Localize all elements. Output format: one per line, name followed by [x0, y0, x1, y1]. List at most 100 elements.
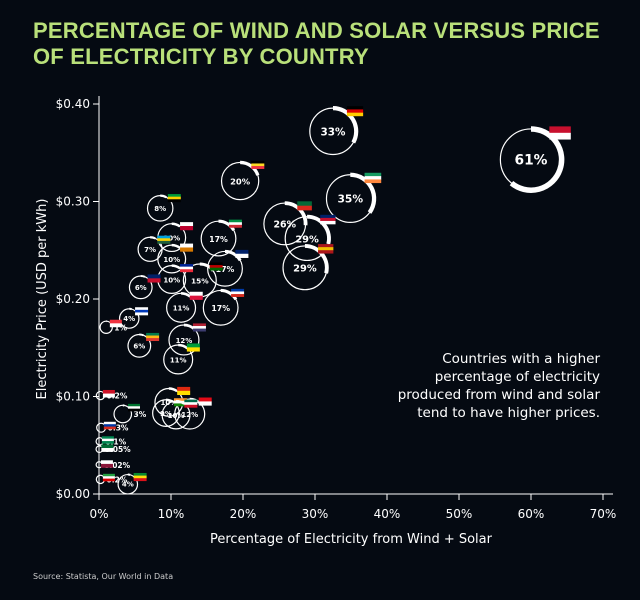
x-tick-label: 70% — [590, 507, 617, 521]
bubble-arc — [509, 126, 565, 193]
bubble-arc — [180, 292, 192, 298]
bubble-uae: 3% — [113, 403, 147, 424]
nigeria-flag-icon — [101, 436, 114, 444]
x-axis-label: Percentage of Electricity from Wind + So… — [210, 532, 493, 547]
new-zealand-flag-icon — [147, 274, 161, 283]
flag-stripe — [251, 163, 265, 167]
jamaica-flag-icon — [167, 194, 181, 203]
bubble-arc — [350, 172, 377, 214]
chart-title: PERCENTAGE OF WIND AND SOLAR VERSUS PRIC… — [33, 18, 600, 69]
flag-stripe — [102, 389, 115, 394]
flag-stripe — [184, 404, 198, 408]
flag-stripe — [209, 265, 223, 268]
bubble-arc — [218, 219, 236, 232]
flag-stripe — [102, 473, 115, 477]
flag-stripe — [102, 393, 115, 398]
flag-stripe — [101, 444, 114, 449]
flag-stripe — [101, 438, 114, 442]
flag-stripe — [549, 126, 571, 134]
bubble-arc — [183, 323, 196, 331]
france-flag-icon — [180, 264, 194, 273]
bubble-arc — [304, 243, 329, 274]
flag-stripe — [157, 240, 171, 244]
flag-stripe — [109, 319, 122, 324]
usa-flag-icon — [192, 323, 206, 332]
bubble-arc — [140, 274, 146, 278]
y-tick-label: $0.00 — [56, 487, 90, 501]
bubble-arc — [306, 214, 331, 245]
flag-stripe — [346, 109, 364, 113]
bubble-saudi-arabia: 0.05% — [95, 444, 131, 454]
flag-stripe — [133, 472, 147, 476]
bubble-label: 29% — [295, 234, 319, 245]
bubble-label: 33% — [321, 126, 347, 138]
bubble-arc — [332, 106, 359, 144]
bubble-arc — [168, 387, 178, 393]
bubble-south-africa: 6% — [127, 332, 160, 358]
flag-stripe — [251, 166, 265, 169]
bubble-label: 0.2% — [107, 392, 128, 401]
bubble-arc — [175, 399, 185, 405]
australia-flag-icon — [235, 249, 249, 258]
bubble-label: 4% — [122, 481, 134, 489]
south-africa-flag-icon — [146, 332, 160, 342]
bubble-label: 10% — [168, 412, 185, 420]
ireland-flag-icon — [364, 172, 382, 184]
bubble-qatar: 0.02% — [95, 460, 131, 470]
flag-stripe — [177, 390, 191, 396]
y-tick-label: $0.30 — [56, 195, 90, 209]
x-tick-label: 40% — [374, 507, 401, 521]
bubble-label: 15% — [191, 277, 209, 286]
bubble-spain: 29% — [282, 243, 334, 291]
flag-stripe — [192, 328, 206, 332]
bubble-label: 20% — [230, 176, 251, 186]
spain-flag-icon — [318, 244, 334, 254]
rwanda-flag-icon — [157, 235, 171, 244]
singapore-flag-icon — [109, 319, 122, 328]
flag-stripe — [318, 244, 334, 248]
source-note: Source: Statista, Our World in Data — [33, 572, 174, 581]
bubble-chile: 17% — [202, 288, 245, 326]
y-tick-label: $0.20 — [56, 292, 90, 306]
flag-stripe — [133, 478, 147, 482]
bubble-united-kingdom: 29% — [284, 214, 336, 262]
china-flag-icon — [177, 386, 191, 396]
bubble-label: 10% — [163, 234, 180, 242]
bubble-indonesia: 0.2% — [95, 389, 128, 401]
bubble-arc — [220, 288, 238, 301]
bubble-label: 0.3% — [108, 424, 129, 433]
bubble-ireland: 35% — [325, 172, 382, 223]
bubble-arc — [139, 333, 144, 337]
flag-stripe — [184, 402, 198, 406]
flag-stripe — [135, 309, 149, 313]
y-tick-label: $0.40 — [56, 97, 90, 111]
bubble-label: 0.02% — [104, 461, 131, 470]
israel-flag-icon — [135, 307, 149, 316]
bubble-france: 10% — [157, 264, 194, 294]
bubble-denmark: 61% — [499, 126, 571, 193]
bubble-iran: 0.2% — [95, 473, 128, 484]
bubble-label: 29% — [293, 264, 317, 275]
russia-flag-icon — [103, 421, 116, 430]
mexico-flag-icon — [184, 399, 198, 408]
bubble-label: 9% — [160, 410, 172, 418]
flag-stripe — [320, 217, 336, 222]
flag-stripe — [101, 448, 114, 452]
flag-stripe — [157, 235, 171, 239]
flag-stripe — [102, 476, 115, 479]
qatar-flag-icon — [100, 460, 113, 468]
flag-stripe — [180, 266, 194, 270]
flag-stripe — [251, 160, 265, 164]
flag-stripe — [192, 323, 206, 327]
bubble-label: 10% — [163, 276, 180, 284]
iran-flag-icon — [102, 473, 115, 482]
flag-stripe — [180, 222, 194, 227]
flag-stripe — [364, 176, 382, 180]
flag-stripe — [189, 291, 203, 296]
portugal-flag-icon — [297, 201, 312, 211]
flag-stripe — [297, 201, 312, 206]
flag-stripe — [100, 463, 113, 468]
flag-stripe — [228, 222, 242, 226]
bubble-arc — [160, 194, 167, 199]
y-tick-label: $0.10 — [56, 390, 90, 404]
